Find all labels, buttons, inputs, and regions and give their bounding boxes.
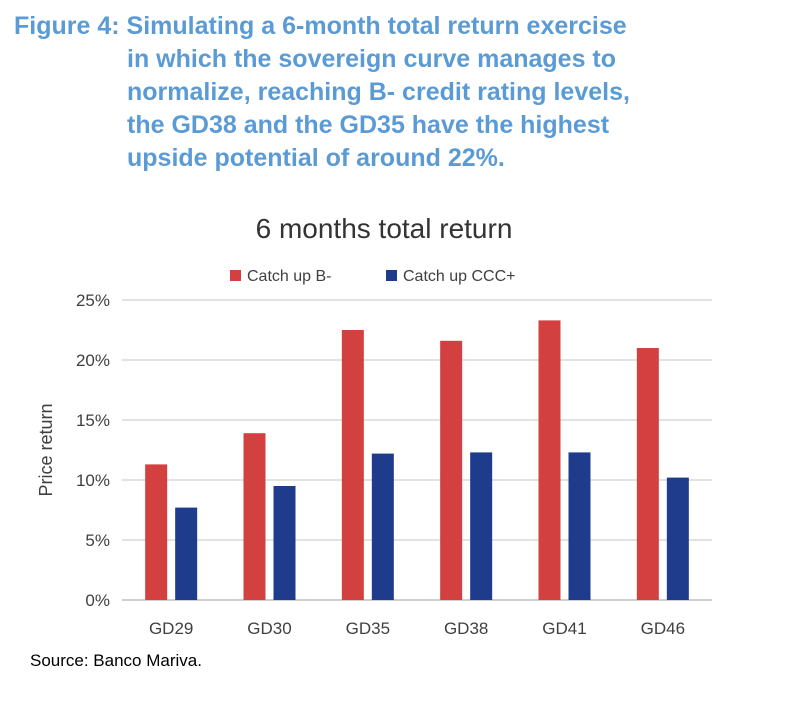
bar-gd30-series-1 [243,433,266,600]
y-axis-ticks: 0% 5% 10% 15% 20% 25% [76,291,110,610]
legend: Catch up B- Catch up CCC+ [230,268,516,285]
source-note: Source: Banco Mariva. [30,651,202,670]
legend-label: Catch up B- [247,268,331,285]
bar-gd46-series-1 [636,348,659,600]
bar-gd29-series-1 [145,464,168,600]
bar-gd35-series-2 [371,453,394,600]
bar-gd38-series-2 [470,452,493,600]
caption-line-4: the GD38 and the GD35 have the highest [127,111,610,139]
x-tick-label: GD30 [247,619,291,638]
bar-gd30-series-2 [273,486,296,600]
x-tick-label: GD41 [542,619,586,638]
bar-gd41-series-2 [568,452,591,600]
y-tick-label: 20% [76,351,110,370]
figure-label: Figure 4: [14,12,120,40]
caption-line-3: normalize, reaching B- credit rating lev… [127,78,630,106]
y-tick-label: 15% [76,411,110,430]
bar-gd46-series-2 [666,477,689,600]
legend-swatch [230,270,241,281]
caption-line-5: upside potential of around 22%. [127,144,505,172]
bar-gd35-series-1 [341,330,364,600]
y-axis-label: Price return [36,403,56,496]
y-tick-label: 0% [85,591,110,610]
y-tick-label: 25% [76,291,110,310]
x-tick-label: GD29 [149,619,193,638]
x-tick-label: GD35 [346,619,390,638]
x-tick-label: GD38 [444,619,488,638]
caption-line-1: Simulating a 6-month total return exerci… [126,12,627,40]
chart-title: 6 months total return [256,213,513,244]
caption-line-2: in which the sovereign curve manages to [127,45,617,73]
bars [145,320,689,600]
y-tick-label: 5% [85,531,110,550]
x-tick-label: GD46 [641,619,685,638]
y-tick-label: 10% [76,471,110,490]
bar-gd29-series-2 [175,507,198,600]
gridlines [122,299,712,601]
legend-label: Catch up CCC+ [403,268,516,285]
legend-swatch [386,270,397,281]
figure-caption: Figure 4: Simulating a 6-month total ret… [14,10,734,175]
bar-gd38-series-1 [440,340,463,600]
bar-gd41-series-1 [538,320,561,600]
x-axis-ticks: GD29 GD30 GD35 GD38 GD41 GD46 [149,619,685,638]
